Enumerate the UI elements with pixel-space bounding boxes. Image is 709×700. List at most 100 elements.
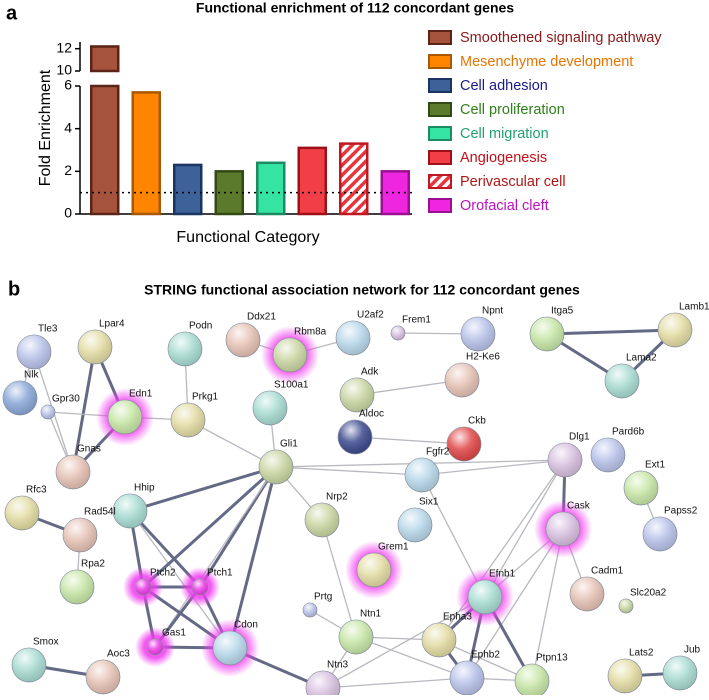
node-shine	[591, 438, 625, 472]
node-label: Rpa2	[81, 559, 105, 570]
edge	[546, 328, 676, 336]
node-shine	[608, 659, 642, 693]
node-shine	[643, 517, 677, 551]
chart-title: Functional enrichment of 112 concordant …	[196, 0, 514, 16]
legend-label: Mesenchyme development	[460, 54, 633, 70]
edge	[355, 636, 468, 679]
node-label: Efnb1	[489, 569, 516, 580]
node-label: Hhip	[134, 483, 155, 494]
legend-label: Cell proliferation	[460, 102, 565, 118]
network-nodes: Tle3 Nlk Lpar4 Podn Ddx21 Rbm8a U2af2 Frem1 Npnt…	[2, 302, 709, 700]
node-label: Aldoc	[359, 409, 384, 420]
edge	[354, 436, 465, 445]
legend-swatch	[428, 150, 452, 165]
node-label: Lamb1	[679, 302, 709, 313]
y-tick-label: 6	[64, 77, 72, 93]
edge	[356, 379, 463, 396]
bar	[256, 161, 286, 216]
node-label: Ext1	[645, 460, 665, 471]
legend-swatch	[428, 78, 452, 93]
edge	[322, 677, 468, 689]
node-shine	[135, 579, 151, 595]
node-shine	[548, 443, 582, 477]
legend-swatch	[428, 174, 452, 189]
panel-label: a	[6, 2, 18, 24]
edge	[421, 459, 566, 476]
node-shine	[56, 455, 90, 489]
node-label: Aoc3	[107, 649, 130, 660]
legend-swatch	[428, 30, 452, 45]
edge	[322, 596, 486, 689]
node-shine	[450, 661, 484, 695]
legend-swatch	[428, 54, 452, 69]
legend-label: Orofacial cleft	[460, 198, 549, 214]
node-shine	[113, 494, 147, 528]
node-shine	[445, 363, 479, 397]
node-shine	[515, 664, 549, 698]
node-label: Pard6b	[612, 427, 645, 438]
node-label: H2-Ke6	[466, 352, 500, 363]
node-shine	[570, 577, 604, 611]
node-shine	[605, 364, 639, 398]
y-tick-label: 10	[56, 62, 72, 78]
node-shine	[213, 631, 247, 665]
node-shine	[41, 405, 55, 419]
node-shine	[171, 403, 205, 437]
node-shine	[405, 458, 439, 492]
edge	[129, 465, 277, 513]
legend-swatch	[428, 126, 452, 141]
bar	[339, 142, 369, 216]
node-label: Dlg1	[569, 432, 590, 443]
bar	[131, 91, 161, 216]
edge	[275, 466, 423, 476]
node-label: Ptch2	[150, 568, 176, 579]
node-shine	[447, 427, 481, 461]
node-label: Frem1	[402, 315, 431, 326]
node-label: Lpar4	[99, 319, 125, 330]
node-shine	[273, 338, 307, 372]
legend-swatch	[428, 102, 452, 117]
legend-label: Angiogenesis	[460, 150, 547, 166]
node-label: Nlk	[24, 370, 39, 381]
node-label: Podn	[189, 321, 212, 332]
node-shine	[86, 660, 120, 694]
node-label: Jub	[684, 645, 701, 656]
node-label: Npnt	[482, 306, 503, 317]
legend-label: Perivascular cell	[460, 174, 566, 190]
node-shine	[78, 330, 112, 364]
bar	[173, 163, 203, 216]
node-shine	[461, 317, 495, 351]
node-label: Cask	[567, 501, 591, 512]
node-shine	[658, 313, 692, 347]
node-shine	[468, 580, 502, 614]
y-tick-label: 2	[64, 162, 72, 178]
edge	[154, 466, 277, 648]
node-label: Edn1	[129, 389, 153, 400]
node-label: Slc20a2	[630, 588, 667, 599]
node-label: Ptch1	[207, 568, 233, 579]
node-label: Ddx21	[247, 312, 276, 323]
node-shine	[336, 321, 370, 355]
node-shine	[305, 503, 339, 537]
node-label: Fgfr2	[426, 447, 450, 458]
edge	[141, 465, 278, 589]
legend-label: Cell migration	[460, 126, 549, 142]
bar	[90, 45, 120, 73]
y-tick-label: 0	[64, 205, 72, 221]
legend-swatch	[428, 198, 452, 213]
bar	[90, 84, 120, 216]
node-shine	[663, 656, 697, 690]
node-shine	[422, 623, 456, 657]
node-label: Epha3	[443, 612, 472, 623]
node-shine	[5, 496, 39, 530]
legend-label: Cell adhesion	[460, 78, 548, 94]
node-label: Nrp2	[326, 492, 348, 503]
node-shine	[3, 381, 37, 415]
edge	[71, 346, 97, 473]
x-axis-label: Functional Category	[176, 229, 319, 246]
node-shine	[338, 420, 372, 454]
node-label: Ntn3	[327, 660, 349, 671]
node-label: Rbm8a	[294, 327, 327, 338]
node-label: Gpr30	[52, 394, 80, 405]
